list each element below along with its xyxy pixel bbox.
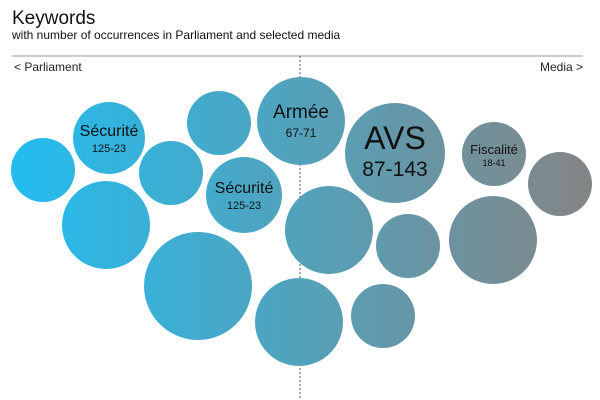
bubble bbox=[187, 91, 251, 155]
chart-title: Keywords bbox=[12, 8, 95, 29]
bubble-count-label: 67-71 bbox=[286, 126, 317, 140]
bubble bbox=[528, 152, 592, 216]
bubble-armée bbox=[257, 77, 345, 165]
axis-label-parliament: < Parliament bbox=[14, 60, 82, 74]
bubble bbox=[351, 284, 415, 348]
bubble-keyword-label: Fiscalité bbox=[470, 142, 518, 157]
bubble bbox=[255, 278, 343, 366]
bubble-count-label: 125-23 bbox=[92, 143, 126, 155]
bubble bbox=[11, 138, 75, 202]
bubble-keyword-label: Sécurité bbox=[215, 180, 274, 197]
bubble-avs bbox=[345, 103, 445, 203]
bubble bbox=[285, 186, 373, 274]
bubble-keyword-label: Armée bbox=[273, 102, 329, 123]
bubble bbox=[62, 181, 150, 269]
bubble-keyword-label: Sécurité bbox=[80, 123, 139, 140]
bubble-count-label: 18-41 bbox=[482, 158, 505, 168]
chart-subtitle: with number of occurrences in Parliament… bbox=[11, 28, 340, 42]
bubble bbox=[144, 232, 252, 340]
bubble-keyword-label: AVS bbox=[364, 120, 426, 156]
bubble bbox=[139, 141, 203, 205]
bubble-sécurité bbox=[73, 102, 145, 174]
bubble-group: Sécurité 125-23 Sécurité 125-23 Armée 67-71 AV… bbox=[11, 77, 592, 366]
bubble-count-label: 125-23 bbox=[227, 200, 261, 212]
bubble-sécurité bbox=[206, 157, 282, 233]
bubble bbox=[376, 214, 440, 278]
bubble-count-label: 87-143 bbox=[362, 158, 427, 181]
axis-label-media: Media > bbox=[540, 60, 583, 74]
bubble bbox=[449, 196, 537, 284]
bubble-fiscalité bbox=[462, 122, 526, 186]
